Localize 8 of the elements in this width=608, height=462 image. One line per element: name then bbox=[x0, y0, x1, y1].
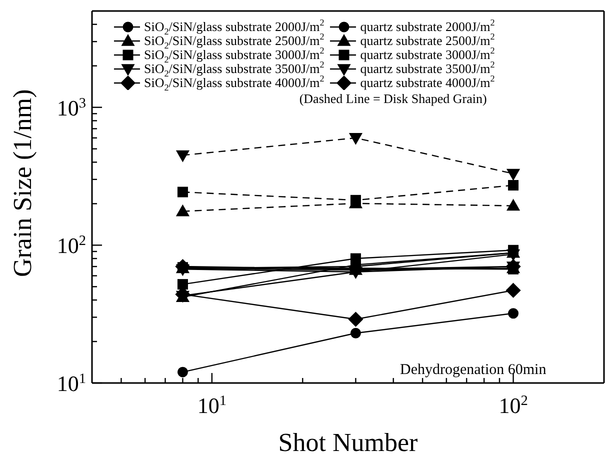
y-axis-title: Grain Size (1/nm) bbox=[8, 89, 38, 277]
annotation: (Dashed Line = Disk Shaped Grain) bbox=[298, 91, 487, 106]
annotation: Dehydrogenation 60min bbox=[400, 362, 547, 378]
legend-label: quartz substrate 2000J/m$^{2}$ bbox=[360, 18, 495, 34]
y-tick-label: 10$^{1}$ bbox=[56, 371, 86, 396]
x-axis-title: Shot Number bbox=[278, 428, 418, 457]
y-tick-label: 10$^{2}$ bbox=[56, 233, 86, 258]
y-tick-label: 10$^{3}$ bbox=[56, 95, 86, 120]
